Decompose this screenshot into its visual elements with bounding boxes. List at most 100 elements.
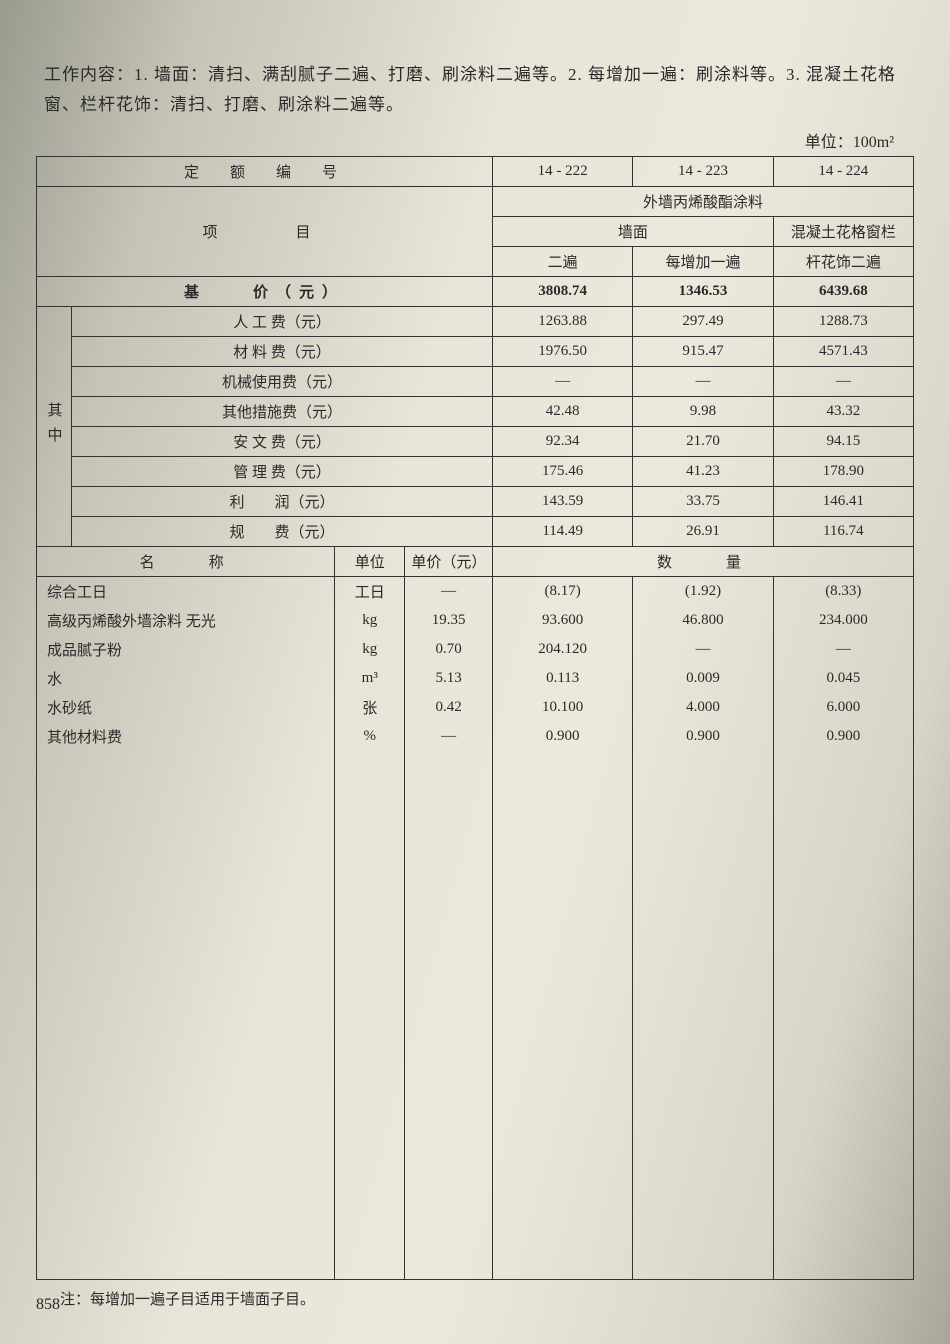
- mat-name: 综合工日: [37, 577, 335, 607]
- mat-unit: kg: [335, 635, 405, 664]
- unit-label: 单位：100m²: [36, 128, 914, 152]
- sub-twice: 二遍: [493, 247, 633, 277]
- base-v1: 3808.74: [493, 277, 633, 307]
- mat-name: 成品腻子粉: [37, 635, 335, 664]
- cost-v: 92.34: [493, 427, 633, 457]
- mat-q: (8.33): [773, 577, 913, 607]
- mat-price: —: [405, 722, 493, 751]
- mat-name: 其他材料费: [37, 722, 335, 751]
- cost-v: 114.49: [493, 517, 633, 547]
- mat-q: 0.045: [773, 664, 913, 693]
- mat-q: 0.113: [493, 664, 633, 693]
- cost-v: —: [773, 367, 913, 397]
- mat-price: 5.13: [405, 664, 493, 693]
- cost-v: 94.15: [773, 427, 913, 457]
- mat-q: (1.92): [633, 577, 773, 607]
- base-price-label: 基 价（元）: [37, 277, 493, 307]
- qty-header: 数 量: [493, 547, 914, 577]
- cost-label: 材 料 费（元）: [72, 337, 493, 367]
- sub-wall: 墙面: [493, 217, 774, 247]
- mat-q: —: [773, 635, 913, 664]
- code-3: 14 - 224: [773, 157, 913, 187]
- cost-label: 其他措施费（元）: [72, 397, 493, 427]
- cost-v: 915.47: [633, 337, 773, 367]
- sub-extra: 每增加一遍: [633, 247, 773, 277]
- cost-v: —: [493, 367, 633, 397]
- row-code: 定 额 编 号 14 - 222 14 - 223 14 - 224: [37, 157, 914, 187]
- cost-v: 4571.43: [773, 337, 913, 367]
- cost-row: 规 费（元） 114.49 26.91 116.74: [37, 517, 914, 547]
- cost-v: 43.32: [773, 397, 913, 427]
- mat-unit: kg: [335, 606, 405, 635]
- cost-label: 机械使用费（元）: [72, 367, 493, 397]
- mat-q: 0.900: [493, 722, 633, 751]
- material-row: 综合工日 工日 — (8.17) (1.92) (8.33): [37, 577, 914, 607]
- cost-v: 42.48: [493, 397, 633, 427]
- cost-row: 其他措施费（元） 42.48 9.98 43.32: [37, 397, 914, 427]
- material-row: 水砂纸 张 0.42 10.100 4.000 6.000: [37, 693, 914, 722]
- mat-price: 0.42: [405, 693, 493, 722]
- row-group-top: 项 目 外墙丙烯酸酯涂料: [37, 187, 914, 217]
- mat-q: 46.800: [633, 606, 773, 635]
- mat-price: 0.70: [405, 635, 493, 664]
- blank-area: [37, 751, 914, 1280]
- cost-row: 其中 人 工 费（元） 1263.88 297.49 1288.73: [37, 307, 914, 337]
- quota-table: 定 额 编 号 14 - 222 14 - 223 14 - 224 项 目 外…: [36, 156, 914, 1280]
- document-page: 工作内容：1. 墙面：清扫、满刮腻子二遍、打磨、刷涂料二遍等。2. 每增加一遍：…: [0, 0, 950, 1339]
- material-row: 成品腻子粉 kg 0.70 204.120 — —: [37, 635, 914, 664]
- cost-v2: 297.49: [633, 307, 773, 337]
- group-vertical: 其中: [37, 307, 72, 547]
- mat-q: 234.000: [773, 606, 913, 635]
- cost-label: 规 费（元）: [72, 517, 493, 547]
- cost-v: 9.98: [633, 397, 773, 427]
- cost-v: 116.74: [773, 517, 913, 547]
- cost-v1: 1263.88: [493, 307, 633, 337]
- mat-name: 高级丙烯酸外墙涂料 无光: [37, 606, 335, 635]
- mat-q: 4.000: [633, 693, 773, 722]
- unit-header: 单位: [335, 547, 405, 577]
- mat-price: —: [405, 577, 493, 607]
- cost-label: 人 工 费（元）: [72, 307, 493, 337]
- group-top: 外墙丙烯酸酯涂料: [493, 187, 914, 217]
- price-header: 单价（元）: [405, 547, 493, 577]
- cost-row: 材 料 费（元） 1976.50 915.47 4571.43: [37, 337, 914, 367]
- mat-unit: 张: [335, 693, 405, 722]
- cost-v: 33.75: [633, 487, 773, 517]
- mat-q: 0.900: [633, 722, 773, 751]
- mat-unit: %: [335, 722, 405, 751]
- code-2: 14 - 223: [633, 157, 773, 187]
- base-v3: 6439.68: [773, 277, 913, 307]
- cost-label: 管 理 费（元）: [72, 457, 493, 487]
- cost-row: 利 润（元） 143.59 33.75 146.41: [37, 487, 914, 517]
- mat-q: 0.009: [633, 664, 773, 693]
- cost-v: 143.59: [493, 487, 633, 517]
- mat-unit: m³: [335, 664, 405, 693]
- cost-v: 41.23: [633, 457, 773, 487]
- mat-q: 93.600: [493, 606, 633, 635]
- cost-v: —: [633, 367, 773, 397]
- mat-name: 水砂纸: [37, 693, 335, 722]
- sub-rail: 杆花饰二遍: [773, 247, 913, 277]
- footnote: 注：每增加一遍子目适用于墙面子目。: [36, 1280, 914, 1309]
- mat-q: (8.17): [493, 577, 633, 607]
- cost-row: 安 文 费（元） 92.34 21.70 94.15: [37, 427, 914, 457]
- cost-v: 21.70: [633, 427, 773, 457]
- mat-q: 10.100: [493, 693, 633, 722]
- code-header: 定 额 编 号: [37, 157, 493, 187]
- mat-q: 204.120: [493, 635, 633, 664]
- cost-label: 安 文 费（元）: [72, 427, 493, 457]
- mat-unit: 工日: [335, 577, 405, 607]
- sub-grid: 混凝土花格窗栏: [773, 217, 913, 247]
- base-v2: 1346.53: [633, 277, 773, 307]
- material-row: 其他材料费 % — 0.900 0.900 0.900: [37, 722, 914, 751]
- material-row: 高级丙烯酸外墙涂料 无光 kg 19.35 93.600 46.800 234.…: [37, 606, 914, 635]
- cost-v: 178.90: [773, 457, 913, 487]
- material-row: 水 m³ 5.13 0.113 0.009 0.045: [37, 664, 914, 693]
- mat-q: —: [633, 635, 773, 664]
- mat-q: 0.900: [773, 722, 913, 751]
- page-number: 858: [36, 1296, 60, 1314]
- cost-v: 146.41: [773, 487, 913, 517]
- code-1: 14 - 222: [493, 157, 633, 187]
- work-description: 工作内容：1. 墙面：清扫、满刮腻子二遍、打磨、刷涂料二遍等。2. 每增加一遍：…: [36, 60, 914, 120]
- cost-v: 1976.50: [493, 337, 633, 367]
